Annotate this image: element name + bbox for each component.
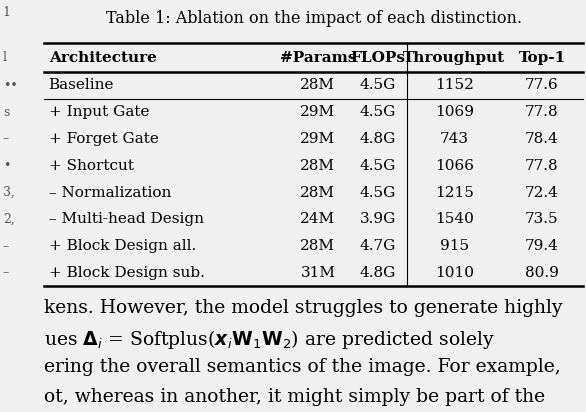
Text: 28M: 28M [301, 79, 335, 92]
Text: 1069: 1069 [435, 105, 473, 119]
Text: 4.5G: 4.5G [360, 186, 396, 199]
Text: 1215: 1215 [435, 186, 473, 199]
Text: •: • [3, 159, 11, 172]
Text: Top-1: Top-1 [519, 51, 565, 65]
Text: –: – [3, 267, 9, 279]
Text: 79.4: 79.4 [525, 239, 559, 253]
Text: 28M: 28M [301, 159, 335, 173]
Text: 1540: 1540 [435, 213, 473, 226]
Text: 4.5G: 4.5G [360, 105, 396, 119]
Text: 77.6: 77.6 [525, 79, 559, 92]
Text: l: l [3, 51, 7, 64]
Text: 1066: 1066 [435, 159, 473, 173]
Text: #Params: #Params [280, 51, 356, 65]
Text: s: s [3, 106, 9, 119]
Text: + Input Gate: + Input Gate [49, 105, 149, 119]
Text: Throughput: Throughput [403, 51, 505, 65]
Text: 4.8G: 4.8G [360, 132, 396, 146]
Text: – Multi-head Design: – Multi-head Design [49, 213, 204, 226]
Text: 77.8: 77.8 [525, 159, 559, 173]
Text: 4.8G: 4.8G [360, 266, 396, 280]
Text: ering the overall semantics of the image. For example,: ering the overall semantics of the image… [44, 358, 561, 376]
Text: FLOPs: FLOPs [350, 51, 406, 65]
Text: –: – [3, 240, 9, 253]
Text: 28M: 28M [301, 186, 335, 199]
Text: ••: •• [3, 79, 18, 92]
Text: 4.5G: 4.5G [360, 79, 396, 92]
Text: 1: 1 [3, 6, 11, 19]
Text: 28M: 28M [301, 239, 335, 253]
Text: 29M: 29M [301, 132, 335, 146]
Text: 3.9G: 3.9G [360, 213, 396, 226]
Text: + Shortcut: + Shortcut [49, 159, 134, 173]
Text: ues $\boldsymbol{\Delta}_i$ = Softplus($\boldsymbol{x}_i\mathbf{W}_1\mathbf{W}_2: ues $\boldsymbol{\Delta}_i$ = Softplus($… [44, 328, 495, 351]
Text: 3,: 3, [3, 186, 15, 199]
Text: –: – [3, 133, 9, 145]
Text: 1010: 1010 [435, 266, 473, 280]
Text: 72.4: 72.4 [525, 186, 559, 199]
Text: 4.7G: 4.7G [360, 239, 396, 253]
Text: 2,: 2, [3, 213, 15, 226]
Text: + Block Design sub.: + Block Design sub. [49, 266, 205, 280]
Text: kens. However, the model struggles to generate highly: kens. However, the model struggles to ge… [44, 299, 563, 317]
Text: – Normalization: – Normalization [49, 186, 171, 199]
Text: 78.4: 78.4 [525, 132, 559, 146]
Text: Architecture: Architecture [49, 51, 156, 65]
Text: Baseline: Baseline [49, 79, 114, 92]
Text: 24M: 24M [301, 213, 335, 226]
Text: Table 1: Ablation on the impact of each distinction.: Table 1: Ablation on the impact of each … [105, 10, 522, 27]
Text: 743: 743 [440, 132, 469, 146]
Text: 31M: 31M [301, 266, 335, 280]
Text: 77.8: 77.8 [525, 105, 559, 119]
Text: 73.5: 73.5 [525, 213, 559, 226]
Text: ot, whereas in another, it might simply be part of the: ot, whereas in another, it might simply … [44, 388, 545, 406]
Text: 915: 915 [440, 239, 469, 253]
Text: 80.9: 80.9 [525, 266, 559, 280]
Text: 29M: 29M [301, 105, 335, 119]
Text: 1152: 1152 [435, 79, 473, 92]
Text: 4.5G: 4.5G [360, 159, 396, 173]
Text: + Block Design all.: + Block Design all. [49, 239, 196, 253]
Text: + Forget Gate: + Forget Gate [49, 132, 158, 146]
